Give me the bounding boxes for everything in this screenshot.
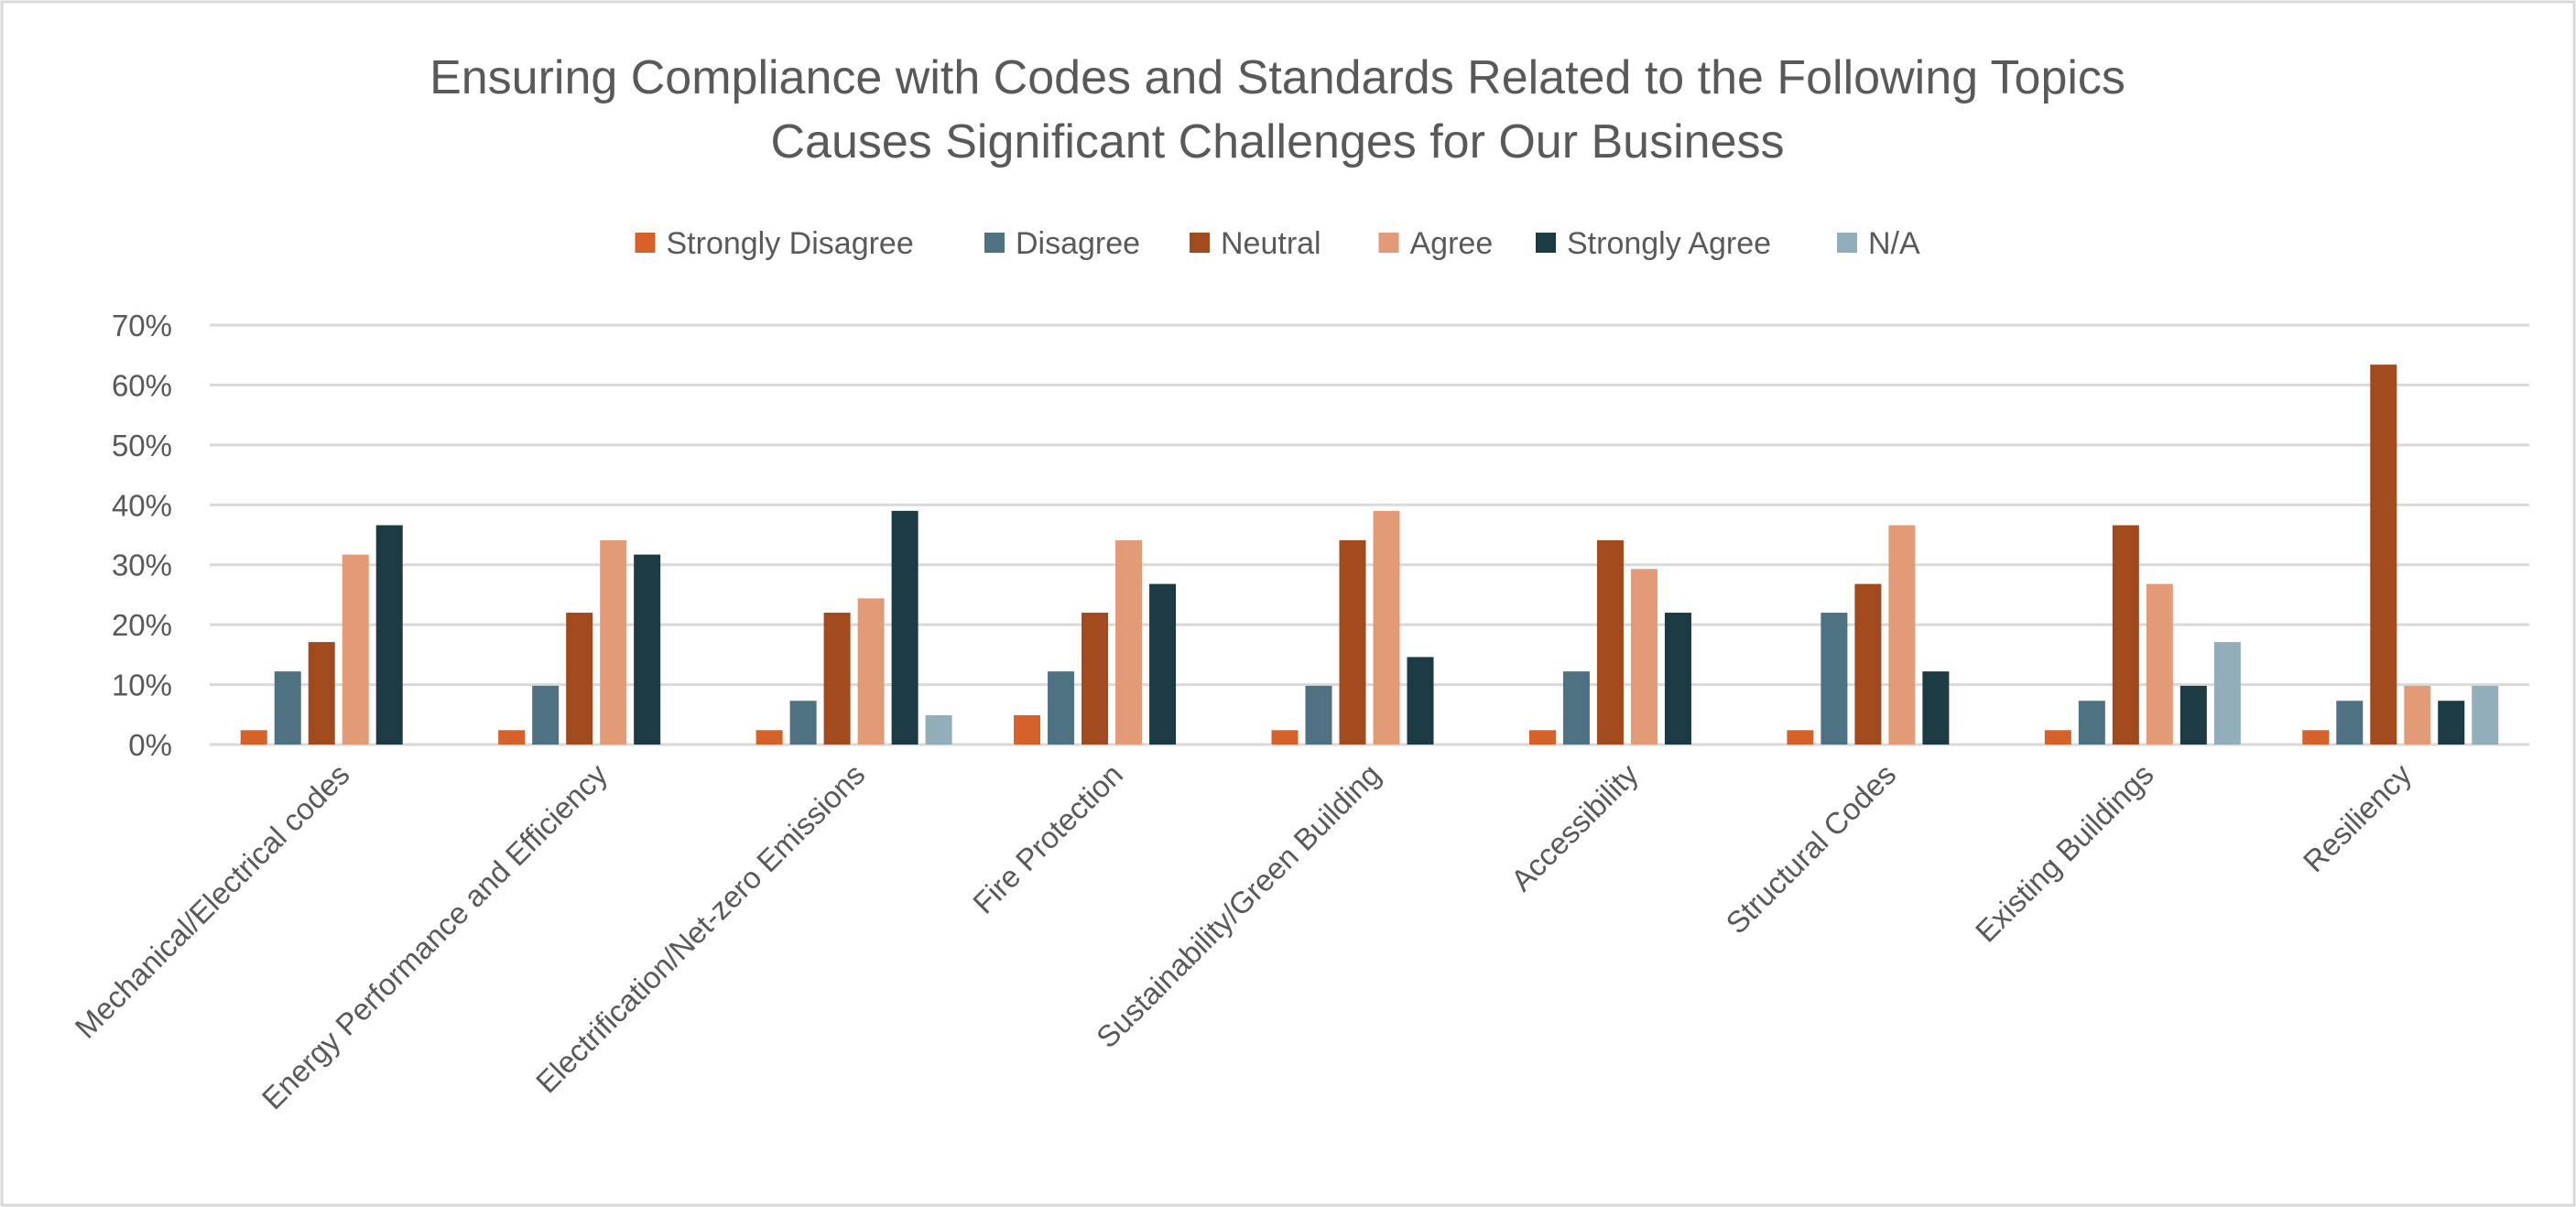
y-tick-label: 40% <box>112 488 172 522</box>
y-tick-label: 60% <box>112 368 172 402</box>
y-axis: 0% 10% 20% 30% 40% 50% 60% 70% <box>112 309 172 762</box>
bar-neutral <box>2112 525 2139 745</box>
bar-strongly-disagree <box>2302 730 2330 745</box>
y-tick-label: 30% <box>112 549 172 582</box>
y-tick-label: 50% <box>112 429 172 462</box>
bar-disagree <box>789 701 817 745</box>
bar-strongly-agree <box>1407 657 1434 745</box>
chart-title-line-1: Ensuring Compliance with Codes and Stand… <box>429 51 2125 104</box>
bar-neutral <box>1339 539 1366 745</box>
legend-item: N/A <box>1837 226 1920 261</box>
bar-n-a <box>925 714 952 745</box>
gridlines <box>210 323 2529 746</box>
legend-label: Strongly Agree <box>1567 226 1771 261</box>
bar-strongly-agree <box>2179 685 2207 745</box>
legend-item: Neutral <box>1190 226 1321 261</box>
legend-label: Agree <box>1410 226 1494 261</box>
bar-strongly-disagree <box>1787 730 1814 745</box>
bar-disagree <box>1821 613 1848 745</box>
bar-strongly-agree <box>1149 583 1177 745</box>
bar-agree <box>2404 685 2431 745</box>
bar-neutral <box>566 613 593 745</box>
legend-swatch <box>1536 233 1556 253</box>
bar-disagree <box>532 685 560 745</box>
bar-strongly-disagree <box>240 730 267 745</box>
bars <box>240 364 2499 745</box>
bar-agree <box>1888 525 1916 745</box>
bar-agree <box>1373 510 1400 745</box>
bar-agree <box>1115 539 1143 745</box>
bar-agree <box>2146 583 2173 745</box>
bar-strongly-disagree <box>1271 730 1299 745</box>
legend-swatch <box>984 233 1005 253</box>
legend-label: Disagree <box>1016 226 1140 261</box>
bar-neutral <box>308 642 335 745</box>
y-tick-label: 0% <box>128 728 172 762</box>
bar-n-a <box>2472 685 2499 745</box>
bar-disagree <box>1562 671 1590 745</box>
legend-label: Strongly Disagree <box>667 226 914 261</box>
bar-neutral <box>2370 364 2397 745</box>
bar-n-a <box>2213 642 2241 745</box>
legend-item: Disagree <box>984 226 1140 261</box>
y-tick-label: 20% <box>112 608 172 642</box>
bar-neutral <box>823 613 851 745</box>
legend-label: Neutral <box>1221 226 1321 261</box>
bar-strongly-agree <box>634 554 661 745</box>
legend-swatch <box>635 233 656 253</box>
bar-strongly-disagree <box>755 730 783 745</box>
y-tick-label: 10% <box>112 669 172 702</box>
bar-strongly-disagree <box>1528 730 1556 745</box>
bar-strongly-agree <box>375 525 403 745</box>
bar-strongly-agree <box>2438 701 2465 745</box>
legend-item: Agree <box>1378 226 1494 261</box>
bar-agree <box>857 598 885 745</box>
bar-strongly-disagree <box>1014 714 1041 745</box>
bar-agree <box>342 554 369 745</box>
legend-swatch <box>1837 233 1857 253</box>
bar-disagree <box>2078 701 2105 745</box>
chart-title-line-2: Causes Significant Challenges for Our Bu… <box>770 115 1784 169</box>
legend-item: Strongly Disagree <box>635 226 914 261</box>
bar-agree <box>1630 569 1658 745</box>
bar-strongly-disagree <box>2044 730 2071 745</box>
legend-swatch <box>1378 233 1399 253</box>
bar-strongly-agree <box>891 510 918 745</box>
bar-strongly-disagree <box>498 730 526 745</box>
legend-item: Strongly Agree <box>1536 226 1771 261</box>
bar-disagree <box>274 671 301 745</box>
bar-strongly-agree <box>1664 613 1691 745</box>
legend-label: N/A <box>1868 226 1920 261</box>
legend: Strongly Disagree Disagree Neutral Agree Str… <box>635 226 1920 261</box>
bar-neutral <box>1596 539 1624 745</box>
bar-disagree <box>2336 701 2364 745</box>
bar-agree <box>600 539 627 745</box>
y-tick-label: 70% <box>112 309 172 343</box>
bar-disagree <box>1048 671 1075 745</box>
bar-neutral <box>1854 583 1882 745</box>
bar-disagree <box>1305 685 1332 745</box>
bar-strongly-agree <box>1922 671 1950 745</box>
legend-swatch <box>1190 233 1210 253</box>
bar-neutral <box>1081 613 1109 745</box>
